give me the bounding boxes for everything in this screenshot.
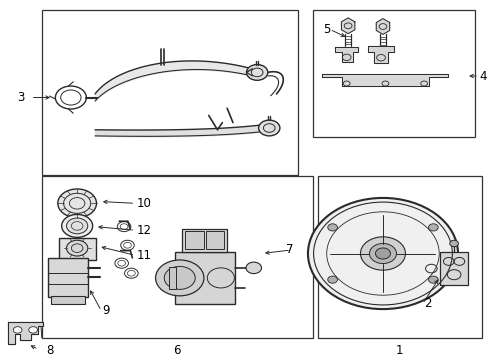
Text: 2: 2 — [423, 297, 431, 310]
Text: 8: 8 — [46, 344, 54, 357]
Bar — [312, 10, 474, 137]
Text: 7: 7 — [285, 243, 293, 256]
Circle shape — [245, 262, 261, 274]
Polygon shape — [367, 46, 393, 63]
Circle shape — [427, 276, 437, 283]
Bar — [184, 231, 203, 249]
Polygon shape — [8, 322, 43, 344]
Circle shape — [164, 266, 195, 289]
Circle shape — [246, 64, 267, 80]
Bar — [206, 231, 224, 249]
Bar — [169, 267, 176, 289]
Circle shape — [66, 240, 88, 256]
Circle shape — [258, 120, 279, 136]
Circle shape — [61, 215, 92, 237]
Circle shape — [369, 243, 396, 264]
Text: 11: 11 — [136, 249, 151, 262]
Polygon shape — [334, 47, 358, 62]
Circle shape — [155, 260, 203, 296]
Circle shape — [327, 224, 337, 231]
Polygon shape — [375, 19, 389, 35]
Circle shape — [29, 327, 38, 333]
Text: 4: 4 — [479, 69, 486, 82]
Bar — [42, 176, 312, 338]
Bar — [42, 10, 298, 175]
Circle shape — [427, 224, 437, 231]
Polygon shape — [322, 74, 447, 86]
Text: 1: 1 — [395, 344, 403, 357]
Bar — [439, 252, 467, 285]
Bar — [175, 252, 235, 304]
Circle shape — [66, 218, 88, 234]
Text: 12: 12 — [136, 224, 151, 237]
Bar — [48, 258, 88, 297]
Bar — [182, 229, 226, 252]
Text: 9: 9 — [102, 305, 110, 318]
Bar — [59, 238, 95, 260]
Text: 5: 5 — [323, 23, 330, 36]
Polygon shape — [341, 18, 354, 34]
Text: 3: 3 — [18, 91, 25, 104]
Circle shape — [375, 248, 390, 259]
Circle shape — [327, 276, 337, 283]
Circle shape — [307, 198, 457, 309]
Text: 10: 10 — [136, 197, 151, 210]
Circle shape — [58, 189, 96, 218]
Text: 6: 6 — [173, 344, 181, 357]
Bar — [317, 176, 481, 338]
Circle shape — [449, 240, 458, 247]
Circle shape — [13, 327, 22, 333]
Bar — [50, 296, 85, 304]
Circle shape — [360, 237, 405, 270]
